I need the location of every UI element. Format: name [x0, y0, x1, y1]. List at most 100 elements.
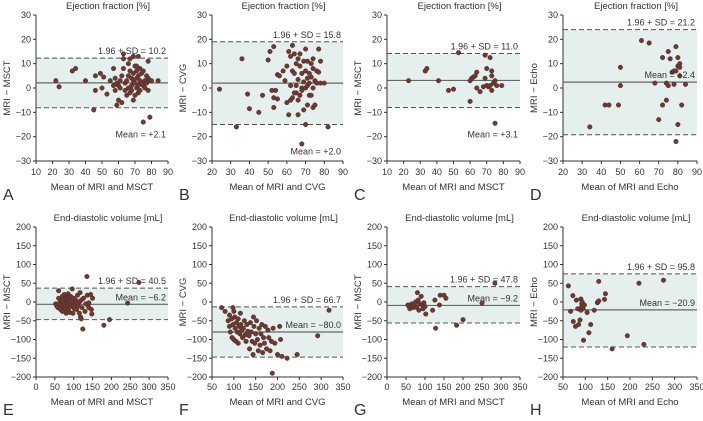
data-point — [656, 117, 662, 123]
data-point — [299, 70, 305, 76]
data-point — [124, 78, 130, 84]
data-point — [276, 73, 282, 79]
data-point — [299, 141, 305, 147]
data-point — [111, 66, 117, 72]
x-axis-label: Mean of MRI and MSCT — [402, 182, 505, 193]
x-tick-label: 90 — [515, 167, 525, 177]
x-tick-label: 70 — [130, 167, 140, 177]
data-point — [280, 68, 286, 74]
data-point — [477, 89, 483, 95]
panel-e: End-diastolic volume [mL] −200 −150 −100 −50… — [2, 213, 176, 419]
data-point — [294, 352, 300, 358]
data-point — [270, 325, 276, 331]
x-tick-label: 20 — [207, 167, 217, 177]
data-point — [602, 291, 608, 297]
panel-c: Ejection fraction [%] −30 −20 −10 0 10 20 30 10 2… — [353, 1, 525, 204]
data-point — [260, 92, 266, 98]
x-tick-label: 100 — [226, 382, 241, 392]
data-point — [144, 80, 150, 86]
data-point — [679, 102, 685, 108]
data-point — [291, 70, 297, 76]
data-point — [671, 81, 677, 87]
data-point — [81, 295, 87, 301]
data-point — [114, 102, 120, 108]
y-tick-label: 150 — [367, 241, 382, 251]
data-point — [130, 53, 136, 59]
data-point — [310, 56, 316, 62]
data-point — [423, 311, 429, 317]
data-point — [243, 338, 249, 344]
data-point — [586, 330, 592, 336]
panel-letter: G — [354, 402, 366, 419]
y-axis-label: MRI − MSCT — [2, 274, 13, 329]
data-point — [291, 90, 297, 96]
y-tick-label: 50 — [21, 278, 31, 288]
y-tick-label: 0 — [377, 297, 382, 307]
data-point — [273, 87, 279, 93]
data-point — [261, 340, 267, 346]
x-tick-label: 50 — [97, 167, 107, 177]
data-point — [573, 297, 579, 303]
x-tick-label: 100 — [417, 382, 432, 392]
x-tick-label: 10 — [382, 167, 392, 177]
data-point — [245, 91, 251, 97]
panel-letter: E — [3, 402, 14, 419]
data-point — [92, 87, 98, 93]
data-point — [82, 308, 88, 314]
data-point — [596, 278, 602, 284]
mean-annotation: Mean = −6.2 — [115, 292, 166, 302]
data-point — [155, 78, 161, 84]
x-tick-label: 20 — [558, 167, 568, 177]
x-tick-label: 80 — [498, 167, 508, 177]
y-tick-label: −100 — [362, 335, 382, 345]
data-point — [499, 83, 505, 89]
x-axis-label: Mean of MRI and Echo — [581, 182, 678, 193]
data-point — [226, 312, 232, 318]
y-tick-label: −150 — [11, 353, 31, 363]
y-tick-label: 0 — [202, 83, 207, 93]
data-point — [132, 92, 138, 98]
data-point — [460, 317, 466, 323]
data-point — [97, 70, 103, 76]
data-point — [660, 102, 666, 108]
x-tick-label: 300 — [493, 382, 508, 392]
data-point — [77, 290, 83, 296]
data-point — [246, 333, 252, 339]
data-point — [115, 97, 121, 103]
chart-title: Ejection fraction [%] — [66, 1, 150, 12]
data-point — [120, 51, 126, 57]
data-point — [606, 102, 612, 108]
x-tick-label: 200 — [455, 382, 470, 392]
panel-letter: H — [530, 402, 542, 419]
x-tick-label: 50 — [50, 382, 60, 392]
data-point — [120, 66, 126, 72]
x-tick-label: 50 — [207, 382, 217, 392]
data-point — [418, 293, 424, 299]
y-tick-label: −20 — [367, 132, 382, 142]
data-point — [318, 58, 324, 64]
x-tick-label: 350 — [335, 382, 350, 392]
data-point — [269, 370, 275, 376]
data-point — [137, 66, 143, 72]
y-tick-label: −200 — [11, 372, 31, 382]
data-point — [277, 323, 283, 329]
y-tick-label: 50 — [197, 278, 207, 288]
data-point — [136, 280, 142, 286]
data-point — [147, 114, 153, 120]
y-tick-label: 100 — [192, 260, 207, 270]
x-tick-label: 150 — [600, 382, 615, 392]
data-point — [479, 300, 485, 306]
y-tick-label: 30 — [548, 10, 558, 20]
x-tick-label: 10 — [31, 167, 41, 177]
y-tick-label: −50 — [543, 316, 558, 326]
data-point — [145, 87, 151, 93]
data-point — [430, 307, 436, 313]
data-point — [253, 331, 259, 337]
x-tick-label: 30 — [415, 167, 425, 177]
data-point — [484, 66, 490, 72]
data-point — [467, 98, 473, 104]
y-tick-label: 100 — [367, 260, 382, 270]
data-point — [247, 346, 253, 352]
y-tick-label: 30 — [372, 10, 382, 20]
data-point — [91, 107, 97, 113]
